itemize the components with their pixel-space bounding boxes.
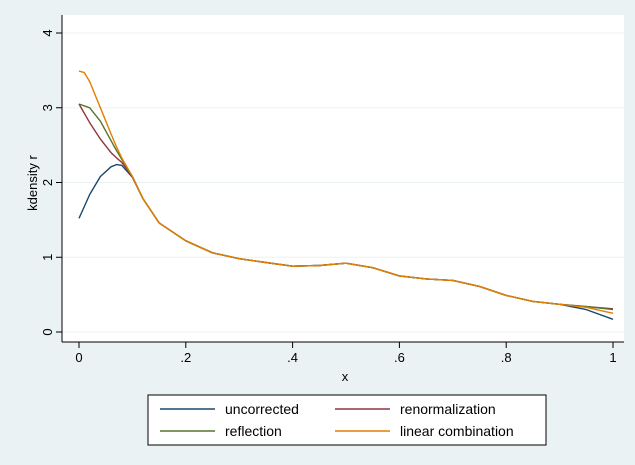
legend-box bbox=[147, 394, 547, 446]
y-axis-label: kdensity r bbox=[25, 155, 40, 211]
y-tick-label: 0 bbox=[40, 328, 55, 335]
x-tick-label: 0 bbox=[75, 350, 82, 365]
series-line-linear-combination bbox=[78, 70, 614, 314]
x-axis-label: x bbox=[342, 369, 349, 384]
plot-area bbox=[62, 15, 624, 342]
y-tick-label: 3 bbox=[40, 104, 55, 111]
legend-label-renormalization: renormalization bbox=[400, 401, 496, 417]
grid bbox=[62, 32, 624, 333]
x-tick-label: 1 bbox=[609, 350, 616, 365]
y-tick-label: 1 bbox=[40, 254, 55, 261]
y-tick-label: 4 bbox=[40, 29, 55, 36]
legend-label-reflection: reflection bbox=[225, 423, 282, 439]
series-group bbox=[78, 70, 614, 320]
axes: 0 1 2 3 4 0 .2 .4 .6 .8 1 bbox=[40, 15, 624, 365]
legend-label-linear-combination: linear combination bbox=[400, 423, 514, 439]
legend-label-uncorrected: uncorrected bbox=[225, 401, 299, 417]
x-tick-label: .4 bbox=[287, 350, 298, 365]
x-tick-label: .6 bbox=[394, 350, 405, 365]
x-tick-label: .8 bbox=[501, 350, 512, 365]
x-tick-label: .2 bbox=[180, 350, 191, 365]
y-tick-label: 2 bbox=[40, 179, 55, 186]
legend: uncorrected renormalization reflection line… bbox=[147, 394, 547, 446]
